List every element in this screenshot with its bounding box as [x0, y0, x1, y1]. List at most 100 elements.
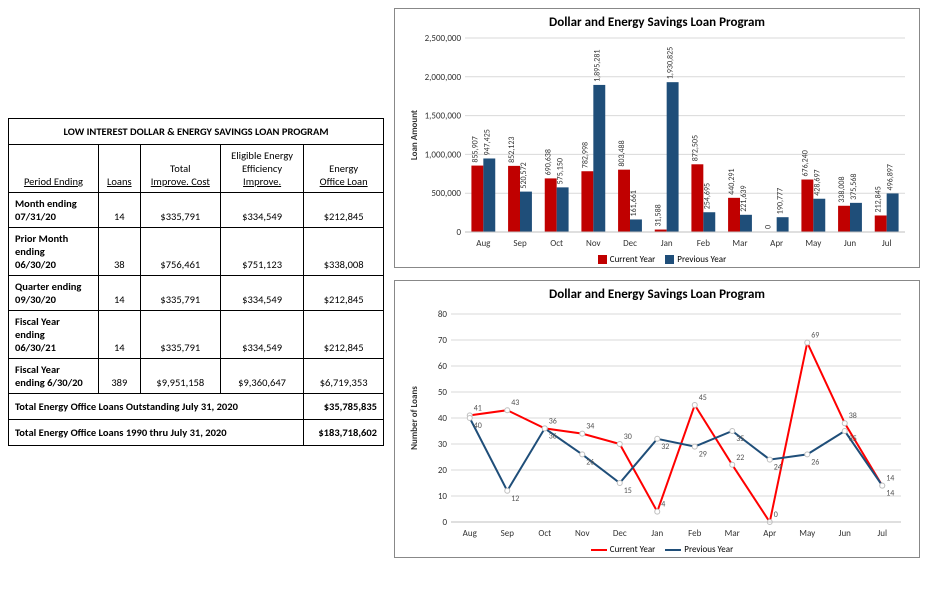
legend-swatch	[665, 549, 681, 551]
svg-text:Sep: Sep	[501, 528, 515, 539]
svg-text:0: 0	[456, 227, 461, 238]
svg-text:0: 0	[764, 225, 774, 229]
svg-text:161,661: 161,661	[629, 190, 639, 216]
row-header: Quarter ending09/30/20	[9, 276, 99, 311]
table-row: Fiscal Yearending 6/30/20389$9,951,158$9…	[9, 359, 384, 394]
cell: $334,549	[220, 276, 303, 311]
svg-text:Feb: Feb	[697, 238, 710, 249]
cell: $751,123	[220, 228, 303, 276]
svg-text:12: 12	[511, 494, 519, 504]
svg-text:14: 14	[886, 474, 894, 484]
svg-text:1,000,000: 1,000,000	[425, 149, 462, 160]
svg-text:May: May	[805, 238, 822, 249]
svg-text:60: 60	[438, 361, 448, 372]
svg-text:24: 24	[774, 463, 782, 473]
svg-text:35: 35	[736, 434, 744, 444]
loan-program-table: LOW INTEREST DOLLAR & ENERGY SAVINGS LOA…	[8, 118, 384, 446]
line-chart-box: Dollar and Energy Savings Loan Program 0…	[394, 280, 920, 558]
cell: $335,791	[140, 276, 220, 311]
svg-text:Jun: Jun	[844, 238, 857, 249]
svg-text:190,777: 190,777	[776, 188, 786, 214]
column-header: Eligible EnergyEfficiencyImprove.	[220, 145, 303, 193]
legend-label: Current Year	[610, 544, 656, 555]
svg-text:Dec: Dec	[613, 528, 627, 539]
legend-label: Previous Year	[677, 254, 726, 265]
svg-text:35: 35	[849, 434, 857, 444]
svg-text:41: 41	[474, 403, 482, 413]
svg-text:29: 29	[699, 450, 707, 460]
svg-text:852,123: 852,123	[507, 137, 517, 163]
table-title: LOW INTEREST DOLLAR & ENERGY SAVINGS LOA…	[9, 119, 384, 145]
svg-text:14: 14	[886, 489, 894, 499]
row-header: Fiscal Yearending06/30/21	[9, 311, 99, 359]
svg-text:Apr: Apr	[770, 238, 783, 249]
footer-value: $183,718,602	[304, 420, 384, 446]
svg-text:1,500,000: 1,500,000	[425, 111, 462, 122]
svg-text:Dec: Dec	[623, 238, 637, 249]
svg-text:40: 40	[438, 413, 448, 424]
cell: $335,791	[140, 311, 220, 359]
svg-text:70: 70	[438, 335, 448, 346]
svg-text:45: 45	[699, 393, 707, 403]
footer-label: Total Energy Office Loans Outstanding Ju…	[9, 394, 304, 420]
svg-text:Number of Loans: Number of Loans	[409, 386, 420, 450]
cell: 14	[98, 193, 140, 228]
svg-text:Jul: Jul	[882, 238, 892, 249]
cell: 38	[98, 228, 140, 276]
charts-panel: Dollar and Energy Savings Loan Program 0…	[394, 8, 920, 558]
cell: $335,791	[140, 193, 220, 228]
svg-text:May: May	[799, 528, 816, 539]
row-header: Fiscal Yearending 6/30/20	[9, 359, 99, 394]
svg-text:Aug: Aug	[463, 528, 478, 539]
line-chart-svg: 01020304050607080Number of Loans41433634…	[403, 306, 911, 542]
svg-text:676,240: 676,240	[800, 150, 810, 176]
cell: $9,360,647	[220, 359, 303, 394]
svg-text:40: 40	[474, 421, 482, 431]
svg-text:782,998: 782,998	[580, 142, 590, 168]
svg-text:500,000: 500,000	[431, 188, 461, 199]
svg-text:Jan: Jan	[651, 528, 663, 539]
bar-chart-title: Dollar and Energy Savings Loan Program	[403, 15, 911, 30]
svg-text:69: 69	[811, 331, 819, 341]
cell: $338,008	[304, 228, 384, 276]
table-row: Month ending07/31/2014$335,791$334,549$2…	[9, 193, 384, 228]
legend-label: Previous Year	[684, 544, 733, 555]
svg-text:26: 26	[811, 457, 819, 467]
table-row: Quarter ending09/30/2014$335,791$334,549…	[9, 276, 384, 311]
cell: $9,951,158	[140, 359, 220, 394]
svg-text:26: 26	[586, 457, 594, 467]
svg-text:690,638: 690,638	[544, 149, 554, 175]
svg-text:947,425: 947,425	[482, 129, 492, 155]
line-chart-legend: Current Year Previous Year	[403, 544, 911, 555]
cell: $334,549	[220, 311, 303, 359]
row-header: Prior Monthending06/30/20	[9, 228, 99, 276]
legend-label: Current Year	[610, 254, 656, 265]
svg-text:15: 15	[624, 486, 632, 496]
svg-text:Mar: Mar	[725, 528, 740, 539]
svg-text:803,488: 803,488	[617, 140, 627, 166]
svg-text:32: 32	[661, 442, 669, 452]
table-row: Prior Monthending06/30/2038$756,461$751,…	[9, 228, 384, 276]
column-header: Loans	[98, 145, 140, 193]
cell: $6,719,353	[304, 359, 384, 394]
svg-text:212,845: 212,845	[874, 186, 884, 212]
svg-text:31,588: 31,588	[654, 204, 664, 226]
table-panel: LOW INTEREST DOLLAR & ENERGY SAVINGS LOA…	[8, 8, 384, 558]
cell: 14	[98, 311, 140, 359]
svg-text:855,907: 855,907	[470, 136, 480, 162]
footer-label: Total Energy Office Loans 1990 thru July…	[9, 420, 304, 446]
svg-text:Jul: Jul	[877, 528, 887, 539]
svg-text:Oct: Oct	[550, 238, 563, 249]
svg-text:4: 4	[661, 500, 665, 510]
bar-chart-legend: Current Year Previous Year	[403, 254, 911, 265]
svg-text:43: 43	[511, 398, 519, 408]
table-footer-row: Total Energy Office Loans Outstanding Ju…	[9, 394, 384, 420]
bar-chart-box: Dollar and Energy Savings Loan Program 0…	[394, 8, 920, 268]
svg-text:30: 30	[624, 432, 632, 442]
svg-text:Loan Amount: Loan Amount	[409, 110, 420, 160]
svg-text:20: 20	[438, 465, 448, 476]
svg-text:34: 34	[586, 422, 594, 432]
legend-swatch	[665, 255, 674, 264]
svg-text:Aug: Aug	[476, 238, 491, 249]
svg-text:440,291: 440,291	[727, 169, 737, 195]
